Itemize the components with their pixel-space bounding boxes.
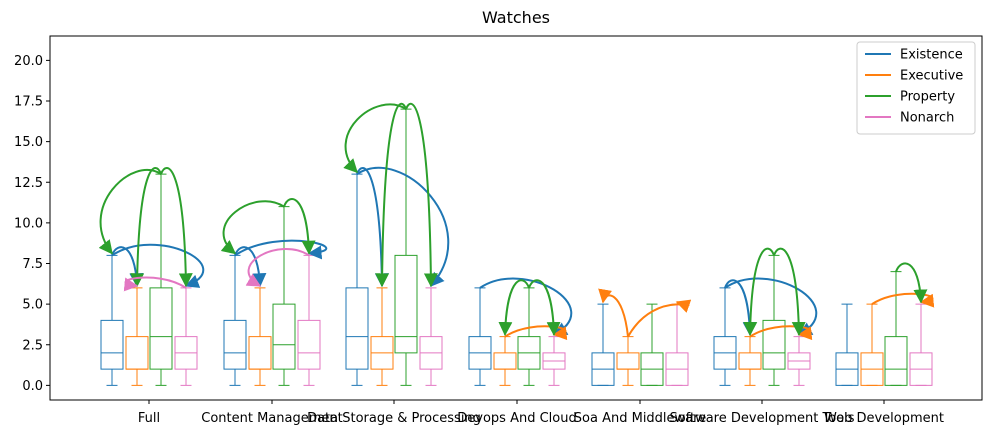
arrow-0-to-3: [479, 277, 573, 336]
box-executive-0: [125, 287, 149, 386]
arrow-2-to-0: [98, 169, 162, 255]
box-body: [248, 336, 272, 370]
y-tick-label: 10.0: [14, 216, 43, 231]
arrow-1-to-3: [749, 325, 813, 341]
box-existence-0: [100, 254, 124, 386]
x-tick-label: Data Storage & Processing: [307, 411, 481, 426]
box-body: [100, 319, 124, 370]
legend-label: Property: [900, 90, 955, 105]
box-body: [394, 254, 418, 354]
box-property-2: [394, 108, 418, 386]
box-body: [125, 336, 149, 370]
box-property-5: [762, 254, 786, 386]
arrow-2-to-1: [498, 279, 530, 337]
y-tick-label: 20.0: [14, 54, 43, 69]
y-tick-label: 17.5: [14, 95, 43, 110]
y-tick-label: 5.0: [22, 298, 43, 313]
box-nonarch-0: [174, 287, 198, 386]
box-body: [616, 352, 640, 370]
arrow-1-to-3: [871, 292, 935, 308]
plot-area: [98, 102, 935, 386]
box-executive-3: [493, 336, 517, 386]
box-nonarch-3: [542, 336, 566, 386]
arrow-3-to-1: [123, 276, 187, 292]
y-tick-label: 15.0: [14, 135, 43, 150]
box-property-0: [149, 173, 173, 386]
box-executive-1: [248, 287, 272, 386]
arrow-1-to-3: [504, 325, 568, 341]
arrow-2-to-1: [130, 167, 162, 288]
x-tick-label: Web Development: [824, 411, 944, 426]
y-tick-label: 7.5: [22, 257, 43, 272]
y-tick-label: 12.5: [14, 176, 43, 191]
arrow-0-to-1: [724, 279, 757, 337]
x-tick-label: Content Management: [201, 411, 342, 426]
x-tick-label: Soa And Middleware: [574, 411, 706, 426]
x-tick-label: Software Development Tools: [669, 411, 854, 426]
box-executive-5: [738, 336, 762, 386]
legend-label: Existence: [900, 48, 963, 63]
box-executive-2: [370, 287, 394, 386]
y-tick-label: 2.5: [22, 338, 43, 353]
legend-box: [856, 41, 976, 135]
arrow-2-to-3: [528, 279, 561, 337]
arrow-2-to-3: [160, 167, 193, 288]
arrow-0-to-3: [234, 239, 328, 260]
box-existence-6: [835, 303, 859, 386]
box-nonarch-6: [909, 303, 933, 386]
arrow-2-to-0: [220, 200, 285, 255]
box-property-1: [272, 206, 296, 386]
box-body: [345, 287, 369, 370]
box-existence-3: [468, 287, 492, 386]
box-executive-6: [860, 303, 884, 386]
arrow-2-to-3: [283, 198, 316, 255]
arrow-0-to-3: [111, 243, 205, 288]
y-axis: 0.0 2.5 5.0 7.5 10.0 12.5 15.0 17.5 20.0: [14, 54, 50, 394]
arrow-2-to-1: [743, 247, 775, 337]
box-nonarch-2: [419, 287, 443, 386]
box-executive-4: [616, 336, 640, 386]
arrow-3-to-1: [245, 248, 310, 287]
y-tick-label: 0.0: [22, 379, 43, 394]
box-existence-2: [345, 173, 369, 386]
box-body: [149, 287, 173, 370]
plot-frame: [49, 35, 983, 401]
arrow-2-to-3: [405, 102, 438, 288]
arrow-2-to-3: [895, 262, 928, 304]
x-tick-label: Full: [138, 411, 160, 426]
box-body: [738, 352, 762, 370]
arrow-2-to-1: [375, 102, 407, 288]
arrow-1-to-3: [627, 299, 692, 338]
box-property-3: [517, 287, 541, 386]
box-body: [493, 352, 517, 370]
arrow-2-to-0: [343, 103, 407, 174]
box-body: [272, 303, 296, 370]
box-existence-5: [713, 287, 737, 386]
box-property-6: [884, 271, 908, 386]
arrow-0-to-3: [724, 277, 818, 336]
arrow-2-to-3: [773, 247, 806, 337]
legend-label: Nonarch: [900, 111, 954, 126]
box-body: [223, 319, 247, 370]
chart-title: Watches: [482, 8, 550, 27]
box-nonarch-5: [787, 336, 811, 386]
legend: Existence Executive Property Nonarch: [856, 41, 976, 135]
box-nonarch-4: [665, 303, 689, 386]
box-existence-4: [591, 303, 615, 386]
arrow-1-to-0: [598, 288, 629, 337]
box-nonarch-1: [297, 254, 321, 386]
arrow-0-to-1: [356, 167, 389, 288]
box-body: [884, 336, 908, 386]
box-body: [297, 319, 321, 370]
x-tick-label: Devops And Cloud: [457, 411, 576, 426]
box-existence-1: [223, 254, 247, 386]
legend-label: Executive: [900, 69, 963, 84]
arrow-0-to-3: [356, 166, 450, 287]
